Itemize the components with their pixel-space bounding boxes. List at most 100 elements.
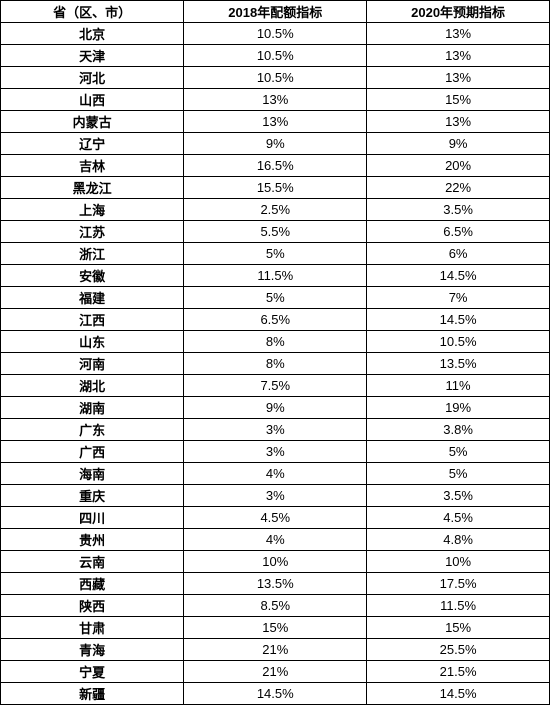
cell-2018: 8% [184, 331, 367, 353]
cell-2020: 13% [367, 45, 550, 67]
cell-province: 河南 [1, 353, 184, 375]
cell-2020: 3.5% [367, 199, 550, 221]
cell-province: 重庆 [1, 485, 184, 507]
cell-province: 江西 [1, 309, 184, 331]
cell-province: 内蒙古 [1, 111, 184, 133]
col-header-2020: 2020年预期指标 [367, 1, 550, 23]
cell-province: 云南 [1, 551, 184, 573]
table-row: 河北10.5%13% [1, 67, 550, 89]
cell-2020: 13.5% [367, 353, 550, 375]
table-row: 宁夏21%21.5% [1, 661, 550, 683]
cell-province: 甘肃 [1, 617, 184, 639]
table-row: 天津10.5%13% [1, 45, 550, 67]
cell-province: 四川 [1, 507, 184, 529]
cell-province: 上海 [1, 199, 184, 221]
table-row: 青海21%25.5% [1, 639, 550, 661]
cell-2018: 9% [184, 133, 367, 155]
cell-2018: 10% [184, 551, 367, 573]
cell-2018: 3% [184, 485, 367, 507]
cell-2020: 4.8% [367, 529, 550, 551]
cell-2020: 11.5% [367, 595, 550, 617]
cell-2020: 14.5% [367, 309, 550, 331]
table-header: 省（区、市） 2018年配额指标 2020年预期指标 [1, 1, 550, 23]
table-row: 甘肃15%15% [1, 617, 550, 639]
table-row: 内蒙古13%13% [1, 111, 550, 133]
cell-province: 北京 [1, 23, 184, 45]
cell-2020: 13% [367, 111, 550, 133]
cell-2018: 4.5% [184, 507, 367, 529]
cell-2018: 13% [184, 89, 367, 111]
cell-province: 湖南 [1, 397, 184, 419]
cell-province: 广东 [1, 419, 184, 441]
table-row: 湖北7.5%11% [1, 375, 550, 397]
cell-province: 宁夏 [1, 661, 184, 683]
table-row: 吉林16.5%20% [1, 155, 550, 177]
cell-2018: 5% [184, 243, 367, 265]
cell-2020: 21.5% [367, 661, 550, 683]
table-row: 福建5%7% [1, 287, 550, 309]
table-row: 重庆3%3.5% [1, 485, 550, 507]
table-row: 辽宁9%9% [1, 133, 550, 155]
cell-province: 海南 [1, 463, 184, 485]
table-row: 黑龙江15.5%22% [1, 177, 550, 199]
cell-2018: 13% [184, 111, 367, 133]
cell-2018: 4% [184, 463, 367, 485]
cell-2018: 5% [184, 287, 367, 309]
table-row: 河南8%13.5% [1, 353, 550, 375]
table-row: 江西6.5%14.5% [1, 309, 550, 331]
cell-2018: 6.5% [184, 309, 367, 331]
cell-2020: 7% [367, 287, 550, 309]
cell-2018: 10.5% [184, 23, 367, 45]
cell-province: 贵州 [1, 529, 184, 551]
cell-province: 福建 [1, 287, 184, 309]
table-row: 北京10.5%13% [1, 23, 550, 45]
cell-2020: 15% [367, 89, 550, 111]
cell-2018: 8% [184, 353, 367, 375]
cell-province: 山东 [1, 331, 184, 353]
table-row: 陕西8.5%11.5% [1, 595, 550, 617]
table-row: 新疆14.5%14.5% [1, 683, 550, 705]
cell-2020: 22% [367, 177, 550, 199]
cell-2018: 9% [184, 397, 367, 419]
cell-province: 河北 [1, 67, 184, 89]
cell-2018: 2.5% [184, 199, 367, 221]
cell-province: 浙江 [1, 243, 184, 265]
table-row: 浙江5%6% [1, 243, 550, 265]
table-row: 广西3%5% [1, 441, 550, 463]
cell-province: 辽宁 [1, 133, 184, 155]
cell-2020: 17.5% [367, 573, 550, 595]
cell-2020: 15% [367, 617, 550, 639]
cell-2018: 7.5% [184, 375, 367, 397]
cell-2020: 19% [367, 397, 550, 419]
cell-2018: 10.5% [184, 45, 367, 67]
table-row: 江苏5.5%6.5% [1, 221, 550, 243]
cell-province: 广西 [1, 441, 184, 463]
cell-province: 陕西 [1, 595, 184, 617]
col-header-2018: 2018年配额指标 [184, 1, 367, 23]
cell-province: 吉林 [1, 155, 184, 177]
table-row: 海南4%5% [1, 463, 550, 485]
table-row: 四川4.5%4.5% [1, 507, 550, 529]
cell-2020: 11% [367, 375, 550, 397]
cell-2018: 11.5% [184, 265, 367, 287]
cell-2018: 5.5% [184, 221, 367, 243]
cell-2020: 10.5% [367, 331, 550, 353]
table-row: 广东3%3.8% [1, 419, 550, 441]
table-row: 贵州4%4.8% [1, 529, 550, 551]
cell-province: 湖北 [1, 375, 184, 397]
cell-province: 黑龙江 [1, 177, 184, 199]
table-row: 湖南9%19% [1, 397, 550, 419]
cell-2020: 25.5% [367, 639, 550, 661]
table-row: 安徽11.5%14.5% [1, 265, 550, 287]
cell-2018: 15.5% [184, 177, 367, 199]
cell-2018: 13.5% [184, 573, 367, 595]
cell-province: 江苏 [1, 221, 184, 243]
cell-2020: 4.5% [367, 507, 550, 529]
cell-2018: 15% [184, 617, 367, 639]
cell-2018: 14.5% [184, 683, 367, 705]
cell-2018: 3% [184, 419, 367, 441]
cell-2018: 3% [184, 441, 367, 463]
cell-2018: 4% [184, 529, 367, 551]
cell-2020: 9% [367, 133, 550, 155]
cell-2020: 13% [367, 67, 550, 89]
